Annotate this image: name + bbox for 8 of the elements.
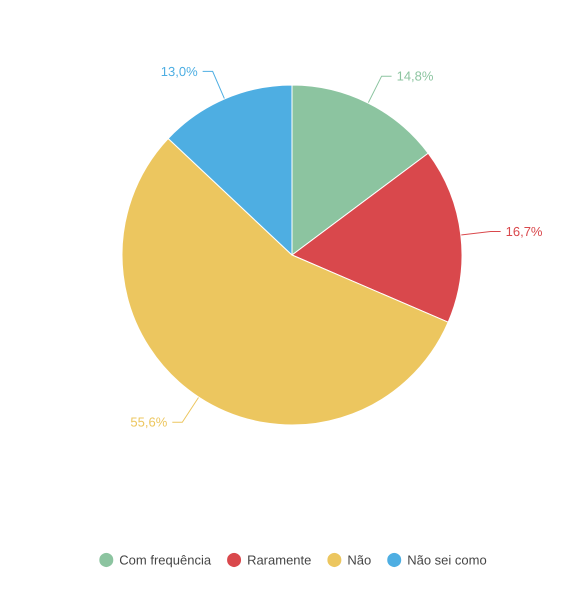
legend-label: Não xyxy=(347,552,372,568)
data-label: 14,8% xyxy=(396,68,434,84)
data-label: 13,0% xyxy=(160,64,198,79)
data-label: 16,7% xyxy=(506,224,543,240)
legend-label: Com frequência xyxy=(119,552,212,568)
data-label: 55,6% xyxy=(130,414,168,430)
legend-label: Não sei como xyxy=(407,552,487,568)
legend-label: Raramente xyxy=(247,552,312,568)
